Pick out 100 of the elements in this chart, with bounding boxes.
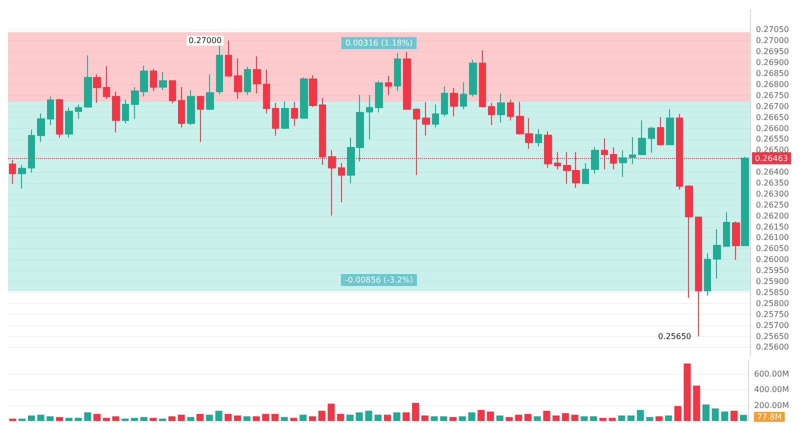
bar xyxy=(496,415,504,421)
candlestick xyxy=(732,220,740,260)
y-tick-label: 0.26400 xyxy=(756,168,790,177)
bar xyxy=(102,418,110,421)
bar xyxy=(524,414,532,421)
bar xyxy=(693,386,700,421)
y-tick-label: 0.25600 xyxy=(756,342,790,352)
y-tick-label: 0.25950 xyxy=(756,266,790,276)
bar xyxy=(440,416,448,421)
y-tick-label: 0.25800 xyxy=(756,298,790,308)
candlestick xyxy=(366,94,373,140)
text: 77.8M xyxy=(757,412,782,422)
candlestick xyxy=(122,99,129,124)
y-tick-label: 0.25750 xyxy=(756,310,790,319)
bar xyxy=(262,414,270,421)
bar xyxy=(412,402,420,421)
bar xyxy=(393,412,400,421)
candlestick xyxy=(375,80,383,113)
bar xyxy=(328,404,335,421)
candlestick xyxy=(432,104,439,128)
band-label: -0.00856 (-3.2%) xyxy=(344,275,413,284)
candlestick xyxy=(638,120,646,156)
candlestick xyxy=(497,92,505,124)
bar xyxy=(337,414,344,421)
candlestick xyxy=(84,54,92,108)
bar xyxy=(430,416,438,421)
bar xyxy=(56,417,64,421)
annotation: 0.25650 xyxy=(658,332,692,341)
bar xyxy=(740,414,747,421)
candlestick xyxy=(460,82,467,110)
candlestick xyxy=(403,52,411,110)
band-label: 0.00316 (1.18%) xyxy=(345,38,413,48)
candlestick xyxy=(65,107,73,138)
bar xyxy=(384,414,391,421)
bar xyxy=(74,418,82,421)
candlestick xyxy=(422,102,430,136)
candlestick xyxy=(234,58,242,100)
candlestick xyxy=(469,59,477,97)
candlestick xyxy=(244,66,251,96)
bar xyxy=(543,410,550,421)
bar xyxy=(356,412,363,421)
candlestick xyxy=(441,86,448,117)
y-tick-label: 0.26150 xyxy=(756,222,790,232)
bar xyxy=(506,417,513,421)
bar xyxy=(206,414,213,421)
y-tick-label: 0.27000 xyxy=(756,36,790,46)
bar xyxy=(730,410,738,421)
bar xyxy=(140,417,148,421)
bar xyxy=(646,417,654,421)
y-tick-label: 200.00M xyxy=(754,400,790,410)
bar xyxy=(112,416,120,421)
candlestick xyxy=(666,108,674,146)
candlestick xyxy=(150,68,157,92)
bar xyxy=(308,416,316,421)
candlestick xyxy=(657,116,664,146)
bar xyxy=(374,414,382,421)
bar xyxy=(243,416,250,421)
y-tick-label: 0.26750 xyxy=(756,90,790,100)
y-tick-label: 0.26000 xyxy=(756,255,790,264)
candlestick xyxy=(648,126,655,154)
candlestick xyxy=(272,102,279,136)
bar xyxy=(702,404,710,421)
y-tick-label: 0.26800 xyxy=(756,80,790,89)
bar xyxy=(450,417,456,421)
candlestick xyxy=(394,52,401,92)
y-tick-label: 0.26950 xyxy=(756,47,790,56)
bar xyxy=(599,418,606,421)
bar xyxy=(196,414,204,421)
candlestick xyxy=(713,228,721,279)
candlestick xyxy=(187,90,195,126)
candlestick xyxy=(169,80,176,104)
candlestick xyxy=(37,112,45,142)
bar xyxy=(252,416,260,421)
bar xyxy=(534,416,541,421)
y-tick-label: 0.26550 xyxy=(756,134,790,144)
candlestick xyxy=(507,99,514,121)
candlestick xyxy=(479,50,486,108)
bar xyxy=(46,416,54,421)
bar xyxy=(234,415,242,421)
candlestick xyxy=(338,162,345,203)
bar xyxy=(402,412,410,421)
y-tick-label: 0.26300 xyxy=(756,189,790,198)
bar xyxy=(590,416,598,421)
bar xyxy=(684,364,691,421)
bar xyxy=(458,416,466,421)
candlestick xyxy=(535,128,542,147)
bar xyxy=(721,412,728,421)
candlestick xyxy=(159,71,167,91)
y-tick-label: 0.25700 xyxy=(756,320,790,330)
candlestick xyxy=(629,136,636,165)
bar xyxy=(272,414,278,421)
candlestick xyxy=(704,252,711,296)
bar xyxy=(486,412,494,421)
bar xyxy=(421,415,428,421)
candlestick xyxy=(28,129,35,174)
candlestick xyxy=(18,164,26,189)
candlestick xyxy=(93,74,101,104)
candlestick xyxy=(741,156,749,246)
bar xyxy=(300,414,307,421)
bar xyxy=(608,418,616,421)
